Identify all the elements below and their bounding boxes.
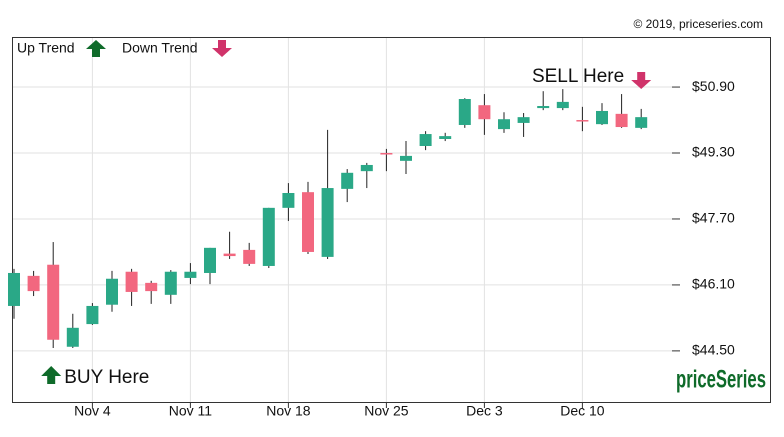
x-tick-label: Nov 25 bbox=[364, 403, 409, 419]
candle-body bbox=[458, 99, 471, 125]
x-tick-label: Dec 10 bbox=[560, 403, 605, 419]
x-tick-label: Nov 11 bbox=[169, 403, 213, 419]
credit: © 2019, priceseries.com bbox=[633, 17, 763, 31]
candle-body bbox=[439, 136, 452, 139]
sell-label: SELL Here bbox=[532, 66, 624, 87]
candle-body bbox=[106, 278, 118, 305]
y-tick-label: $46.10 bbox=[692, 276, 735, 292]
candle-body bbox=[27, 275, 40, 292]
candle-body bbox=[635, 117, 648, 128]
candle-body bbox=[419, 134, 432, 147]
candle-body bbox=[243, 249, 256, 264]
sell-arrow bbox=[631, 72, 652, 89]
candle-body bbox=[262, 207, 275, 266]
candle-body bbox=[596, 110, 608, 125]
candle-body bbox=[282, 192, 295, 208]
logo: priceSeries bbox=[676, 366, 766, 394]
candle-body bbox=[302, 192, 314, 252]
x-tick-label: Nov 4 bbox=[74, 403, 111, 419]
candle-body bbox=[47, 264, 60, 340]
candle-body bbox=[223, 253, 236, 257]
candle-body bbox=[400, 155, 412, 161]
y-tick-label: $44.50 bbox=[692, 342, 735, 358]
x-tick-label: Nov 18 bbox=[266, 403, 311, 419]
candle-body bbox=[184, 271, 197, 278]
candle-body bbox=[537, 106, 550, 109]
candle-body bbox=[66, 327, 79, 347]
legend-down-arrow bbox=[212, 40, 232, 57]
buy-label: BUY Here bbox=[64, 367, 149, 388]
candle-body bbox=[478, 105, 491, 120]
candle-body bbox=[517, 117, 530, 123]
candle-body bbox=[125, 271, 138, 292]
candle-body bbox=[576, 120, 589, 122]
y-tick-label: $50.90 bbox=[692, 78, 735, 94]
plot-frame bbox=[12, 37, 771, 403]
legend-up: Up Trend bbox=[17, 40, 75, 56]
candle-body bbox=[164, 271, 177, 295]
candle-body bbox=[556, 101, 569, 109]
candle-body bbox=[86, 305, 99, 325]
candle-body bbox=[321, 188, 334, 257]
y-tick-label: $49.30 bbox=[692, 144, 735, 160]
y-tick-label: $47.70 bbox=[692, 210, 735, 226]
candle-body bbox=[145, 282, 158, 292]
candle-body bbox=[8, 272, 20, 306]
x-tick-label: Dec 3 bbox=[466, 403, 503, 419]
candle-body bbox=[380, 153, 393, 155]
candle-body bbox=[360, 164, 373, 172]
candle-body bbox=[498, 119, 510, 130]
candle-body bbox=[341, 172, 354, 189]
candle-body bbox=[204, 247, 216, 273]
legend-down: Down Trend bbox=[122, 40, 197, 56]
legend-up-arrow bbox=[86, 40, 106, 57]
buy-arrow bbox=[41, 366, 62, 384]
candle-body bbox=[615, 113, 628, 128]
